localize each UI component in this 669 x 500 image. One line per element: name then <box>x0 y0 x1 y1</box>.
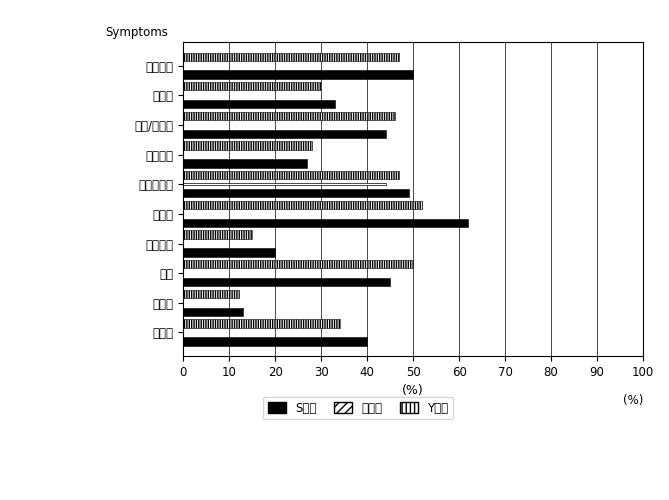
Legend: S빌딩, 나빌딩, Y빌딩: S빌딩, 나빌딩, Y빌딩 <box>263 397 453 419</box>
Bar <box>183 189 409 197</box>
Bar <box>183 52 399 61</box>
Bar <box>183 337 367 345</box>
Bar <box>183 248 276 256</box>
Bar <box>183 260 413 268</box>
Bar <box>183 230 252 239</box>
Bar <box>183 112 395 120</box>
Bar <box>183 201 422 209</box>
Bar <box>183 218 468 227</box>
Text: (%): (%) <box>622 394 643 407</box>
Bar <box>183 142 312 150</box>
Bar <box>183 171 399 179</box>
Bar <box>183 100 335 108</box>
Text: Symptoms: Symptoms <box>105 26 168 38</box>
Bar <box>183 278 390 286</box>
Bar <box>183 320 340 328</box>
X-axis label: (%): (%) <box>402 384 424 398</box>
Bar <box>183 160 308 168</box>
Bar <box>183 290 239 298</box>
Bar <box>183 130 385 138</box>
Bar <box>183 308 243 316</box>
Bar <box>183 183 385 186</box>
Bar <box>183 70 413 78</box>
Bar <box>183 82 321 90</box>
